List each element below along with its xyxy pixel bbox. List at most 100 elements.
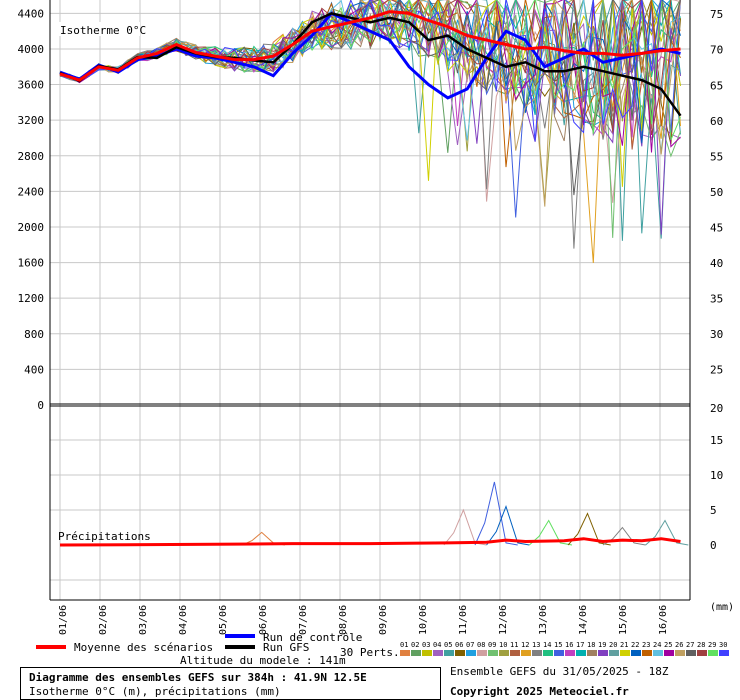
pert-number: 18: [587, 641, 595, 649]
y-left-tick: 4400: [18, 7, 45, 20]
y-precip-tick: 15: [710, 434, 723, 447]
y-right-tick: 65: [710, 79, 723, 92]
pert-number: 16: [565, 641, 573, 649]
x-date-label: 12/06: [498, 605, 509, 635]
pert-swatch: [576, 650, 586, 656]
y-left-tick: 2800: [18, 150, 45, 163]
perturbation-line: [59, 0, 681, 207]
footer-title: Diagramme des ensembles GEFS sur 384h : …: [29, 671, 367, 684]
model-altitude: Altitude du modele : 141m: [180, 654, 346, 667]
lower-grid: [50, 439, 690, 581]
precip-unit: (mm): [710, 602, 734, 613]
perturbation-line: [59, 0, 681, 144]
pert-number: 04: [433, 641, 441, 649]
x-date-label: 08/06: [338, 605, 349, 635]
y-right-tick: 30: [710, 328, 723, 341]
pert-number: 23: [642, 641, 650, 649]
pert-number: 27: [686, 641, 694, 649]
lower-chart-title: Précipitations: [58, 530, 151, 543]
pert-swatch: [565, 650, 575, 656]
pert-number: 02: [411, 641, 419, 649]
pert-swatch: [477, 650, 487, 656]
y-left-tick: 800: [24, 328, 44, 341]
pert-swatch: [510, 650, 520, 656]
pert-swatch: [521, 650, 531, 656]
y-precip-tick: 10: [710, 469, 723, 482]
pert-number: 10: [499, 641, 507, 649]
precip-member-line: [443, 508, 487, 546]
x-date-label: 06/06: [258, 605, 269, 635]
pert-number: 05: [444, 641, 452, 649]
footer-info-box: Diagramme des ensembles GEFS sur 384h : …: [20, 667, 441, 700]
y-right-tick: 55: [710, 150, 723, 163]
legend-mean-label: Moyenne des scénarios: [74, 641, 213, 654]
y-left-tick: 2000: [18, 221, 45, 234]
pert-swatch: [532, 650, 542, 656]
pert-number: 01: [400, 641, 408, 649]
precip-member-line: [486, 505, 530, 546]
pert-swatch: [653, 650, 663, 656]
pert-number: 12: [521, 641, 529, 649]
pert-number: 28: [697, 641, 705, 649]
pert-swatch: [675, 650, 685, 656]
x-date-label: 01/06: [58, 605, 69, 635]
pert-swatch: [642, 650, 652, 656]
pert-number: 15: [554, 641, 562, 649]
copyright: Copyright 2025 Meteociel.fr: [450, 685, 629, 698]
pert-swatch: [411, 650, 421, 656]
y-left-tick: 400: [24, 363, 44, 376]
upper-chart-title: Isotherme 0°C: [60, 24, 146, 37]
precip-mean-line: [59, 537, 681, 547]
legend-perts-label: 30 Perts.: [340, 646, 400, 659]
pert-swatch: [554, 650, 564, 656]
pert-number: 06: [455, 641, 463, 649]
x-date-label: 02/06: [98, 605, 109, 635]
x-date-label: 14/06: [578, 605, 589, 635]
pert-number: 21: [620, 641, 628, 649]
pert-swatch: [719, 650, 729, 656]
pert-swatch: [455, 650, 465, 656]
x-date-label: 03/06: [138, 605, 149, 635]
x-axis-labels: 01/06 02/06 03/06 04/06 05/06 06/06 07/06 08/06…: [58, 605, 669, 635]
y-precip-tick: 5: [710, 504, 717, 517]
y-left-tick: 3600: [18, 79, 45, 92]
precip-member-line: [528, 519, 573, 546]
footer-subtitle: Isotherme 0°C (m), précipitations (mm): [29, 685, 281, 698]
pert-number: 19: [598, 641, 606, 649]
perturbation-legend: 01 02 03 04 05 06 07 08 09 10 11 12 13 14 15 16 17 18 19 20…: [400, 641, 729, 656]
y-left-tick: 0: [37, 399, 44, 412]
x-date-label: 07/06: [298, 605, 309, 635]
precip-member-line: [567, 512, 611, 546]
pert-swatch: [587, 650, 597, 656]
precip-member-line: [645, 519, 689, 546]
pert-swatch: [422, 650, 432, 656]
pert-swatch: [686, 650, 696, 656]
pert-number: 09: [488, 641, 496, 649]
axes: [49, 0, 691, 601]
pert-swatch: [697, 650, 707, 656]
pert-swatch: [444, 650, 454, 656]
pert-number: 17: [576, 641, 584, 649]
pert-swatch: [488, 650, 498, 656]
pert-swatch: [631, 650, 641, 656]
pert-number: 20: [609, 641, 617, 649]
y-left-tick: 3200: [18, 114, 45, 127]
series-line-2: [59, 12, 682, 117]
pert-swatch: [499, 650, 509, 656]
x-date-label: 16/06: [658, 605, 669, 635]
y-left-tick: 4000: [18, 43, 45, 56]
precip-lines: [59, 481, 689, 547]
x-date-label: 15/06: [618, 605, 629, 635]
pert-number: 13: [532, 641, 540, 649]
y-left-tick: 2400: [18, 185, 45, 198]
y-left-tick: 1200: [18, 292, 45, 305]
y-right-tick: 25: [710, 363, 723, 376]
pert-swatch: [620, 650, 630, 656]
y-right-tick: 45: [710, 221, 723, 234]
pert-number: 30: [719, 641, 727, 649]
pert-number: 26: [675, 641, 683, 649]
pert-swatch: [664, 650, 674, 656]
x-date-label: 10/06: [418, 605, 429, 635]
pert-number: 22: [631, 641, 639, 649]
